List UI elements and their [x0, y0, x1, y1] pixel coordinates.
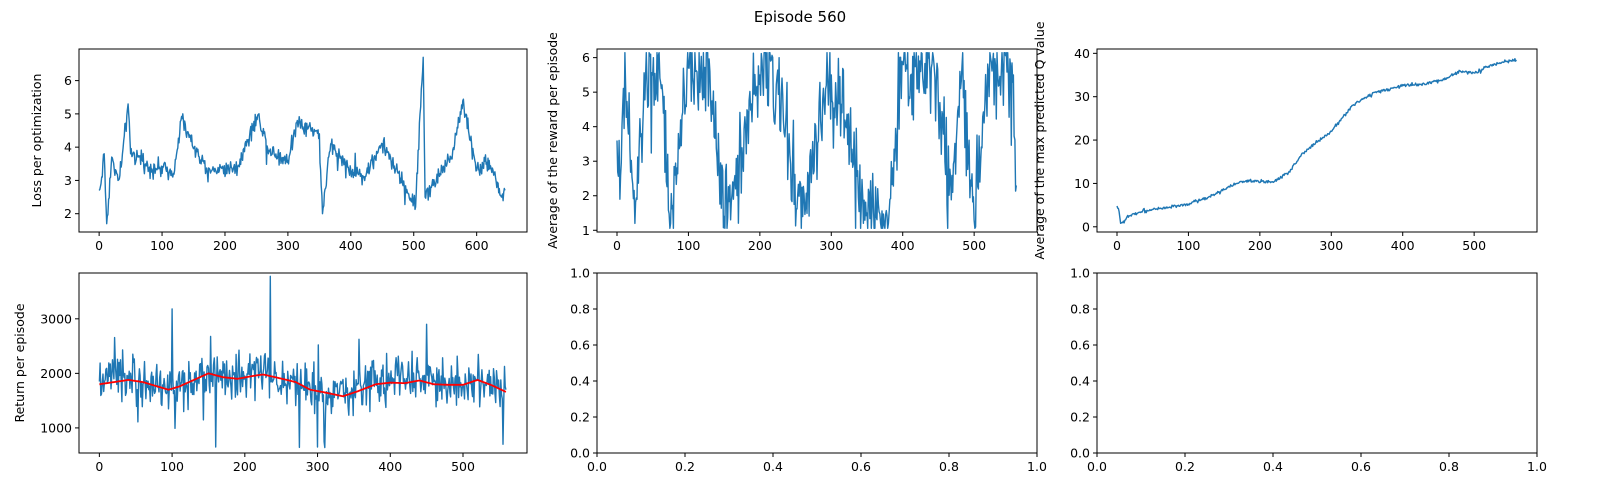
y-tick-label: 5 [582, 85, 590, 100]
series-line-1 [98, 275, 507, 449]
y-tick-label: 10 [1074, 176, 1090, 191]
y-tick-label: 4 [582, 119, 590, 134]
x-tick-label: 200 [1248, 238, 1272, 253]
x-tick-label: 0.6 [1351, 459, 1371, 474]
subplot-6: 0.0 0.2 0.4 0.6 0.8 1.0 0.0 0.2 0.4 0.6 0.8 1.0 [1070, 266, 1547, 475]
x-tick-label: 0.4 [1263, 459, 1283, 474]
x-tick-label: 500 [402, 238, 426, 253]
y-axis-label: Loss per optimization [29, 74, 44, 208]
y-tick-label: 3 [64, 173, 72, 188]
y-axis-label: Average of the max predicted Q value [1032, 21, 1047, 260]
y-tick-label: 0.2 [1070, 410, 1090, 425]
subplot-5: 0.0 0.2 0.4 0.6 0.8 1.0 0.0 0.2 0.4 0.6 0.8 1.0 [570, 266, 1047, 475]
y-tick-label: 2 [64, 206, 72, 221]
y-axis-label: Average of the reward per episode [545, 32, 560, 249]
x-tick-label: 300 [1319, 238, 1343, 253]
x-tick-label: 500 [1462, 238, 1486, 253]
y-tick-label: 0.8 [1070, 302, 1090, 317]
y-tick-label: 2000 [40, 366, 72, 381]
subplot-2: 0 100 200 300 400 500 1 2 3 4 5 6 Average of the rew… [545, 32, 1038, 253]
x-tick-label: 300 [276, 238, 300, 253]
x-tick-label: 1.0 [1527, 459, 1547, 474]
y-tick-label: 0.8 [570, 302, 590, 317]
x-tick-label: 200 [233, 459, 257, 474]
x-tick-label: 0 [613, 238, 621, 253]
axes-frame [78, 48, 528, 233]
y-tick-label: 0.6 [1070, 338, 1090, 353]
series-line-1 [1116, 58, 1517, 225]
x-tick-label: 0.0 [587, 459, 607, 474]
y-tick-label: 1 [582, 223, 590, 238]
x-tick-label: 400 [891, 238, 915, 253]
x-tick-label: 0 [95, 459, 103, 474]
y-tick-label: 2 [582, 188, 590, 203]
x-tick-label: 0 [95, 238, 103, 253]
y-tick-label: 20 [1074, 133, 1090, 148]
x-tick-label: 400 [339, 238, 363, 253]
x-tick-label: 1.0 [1027, 459, 1047, 474]
y-tick-label: 1.0 [570, 266, 590, 281]
axes-frame [596, 272, 1038, 454]
x-tick-label: 0.8 [939, 459, 959, 474]
y-tick-label: 3 [582, 154, 590, 169]
x-tick-label: 200 [748, 238, 772, 253]
x-tick-label: 100 [676, 238, 700, 253]
y-tick-label: 5 [64, 106, 72, 121]
y-tick-label: 4 [64, 140, 72, 155]
y-axis-label: Return per episode [12, 303, 27, 422]
y-tick-label: 3000 [40, 311, 72, 326]
y-tick-label: 6 [64, 73, 72, 88]
x-tick-label: 100 [160, 459, 184, 474]
x-tick-label: 0.0 [1087, 459, 1107, 474]
y-tick-label: 40 [1074, 46, 1090, 61]
x-tick-label: 400 [378, 459, 402, 474]
x-tick-label: 0.2 [1175, 459, 1195, 474]
y-tick-label: 1.0 [1070, 266, 1090, 281]
y-tick-label: 6 [582, 50, 590, 65]
y-tick-label: 0 [1082, 219, 1090, 234]
figure-title: Episode 560 [753, 8, 847, 26]
y-tick-label: 0.4 [570, 374, 590, 389]
x-tick-label: 0.2 [675, 459, 695, 474]
x-tick-label: 0.6 [851, 459, 871, 474]
x-tick-label: 300 [819, 238, 843, 253]
y-tick-label: 0.2 [570, 410, 590, 425]
x-tick-label: 500 [962, 238, 986, 253]
x-tick-label: 200 [213, 238, 237, 253]
axes-frame [1096, 272, 1538, 454]
y-tick-label: 0.0 [1070, 446, 1090, 461]
axes-frame [596, 48, 1038, 233]
y-tick-label: 0.4 [1070, 374, 1090, 389]
x-tick-label: 0.4 [763, 459, 783, 474]
x-tick-label: 500 [451, 459, 475, 474]
x-tick-label: 600 [465, 238, 489, 253]
x-tick-label: 400 [1391, 238, 1415, 253]
series-line-2 [99, 372, 507, 398]
series-line-1 [98, 56, 506, 225]
axes-frame [1096, 48, 1538, 233]
subplot-3: 0 100 200 300 400 500 0 10 20 30 40 Average of the … [1032, 21, 1538, 260]
y-tick-label: 0.0 [570, 446, 590, 461]
x-tick-label: 100 [150, 238, 174, 253]
subplot-4: 0 100 200 300 400 500 1000 2000 3000 Return per e… [12, 272, 528, 474]
x-tick-label: 100 [1176, 238, 1200, 253]
y-tick-label: 30 [1074, 89, 1090, 104]
x-tick-label: 0.8 [1439, 459, 1459, 474]
axes-frame [78, 272, 528, 454]
y-tick-label: 0.6 [570, 338, 590, 353]
subplot-1: 0 100 200 300 400 500 600 2 3 4 5 6 Loss per optimiz… [29, 48, 528, 253]
series-line-1 [616, 52, 1017, 230]
x-tick-label: 0 [1113, 238, 1121, 253]
x-tick-label: 300 [306, 459, 330, 474]
y-tick-label: 1000 [40, 420, 72, 435]
